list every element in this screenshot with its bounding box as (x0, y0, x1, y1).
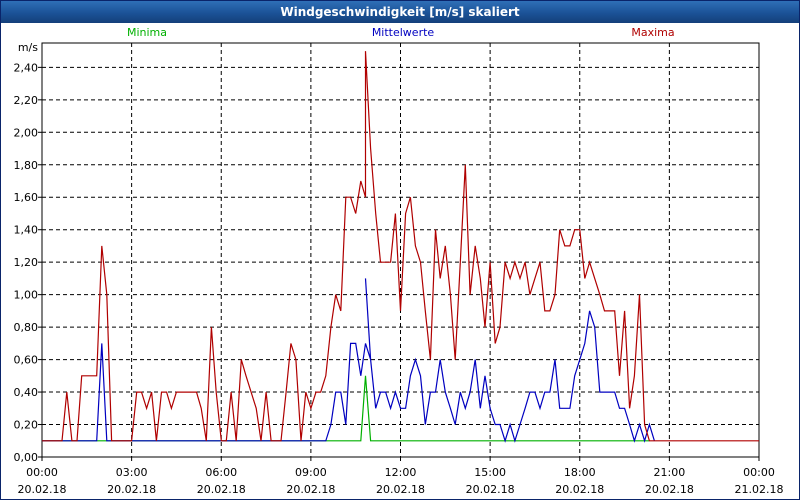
y-tick-label: 0,00 (14, 451, 39, 464)
legend-mittelwerte: Mittelwerte (372, 26, 435, 39)
legend-maxima: Maxima (631, 26, 674, 39)
x-tick-time-label: 00:00 (26, 466, 58, 479)
y-tick-label: 0,60 (14, 354, 39, 367)
x-tick-time-label: 21:00 (654, 466, 686, 479)
x-tick-date-label: 21.02.18 (735, 483, 784, 496)
series-line-maxima (42, 51, 759, 442)
x-tick-time-label: 12:00 (385, 466, 417, 479)
x-tick-date-label: 20.02.18 (466, 483, 515, 496)
x-tick-time-label: 03:00 (116, 466, 148, 479)
y-tick-label: 2,20 (14, 94, 39, 107)
series-line-mittelwerte (42, 278, 655, 443)
y-tick-label: 0,20 (14, 419, 39, 432)
x-tick-date-label: 20.02.18 (376, 483, 425, 496)
x-tick-date-label: 20.02.18 (555, 483, 604, 496)
y-tick-label: 0,80 (14, 321, 39, 334)
x-tick-date-label: 20.02.18 (645, 483, 694, 496)
y-tick-label: 1,80 (14, 159, 39, 172)
y-tick-label: 2,00 (14, 126, 39, 139)
y-tick-label: 1,00 (14, 289, 39, 302)
y-tick-label: 0,40 (14, 386, 39, 399)
y-tick-label: 2,40 (14, 61, 39, 74)
x-tick-time-label: 15:00 (474, 466, 506, 479)
y-tick-label: 1,40 (14, 224, 39, 237)
x-tick-date-label: 20.02.18 (18, 483, 67, 496)
window-title: Windgeschwindigkeit [m/s] skaliert (1, 1, 799, 23)
line-chart: 0,00 0,20 0,40 0,60 0,80 1,00 1,20 1,40 1,60 1,80… (14, 26, 784, 496)
x-tick-time-label: 18:00 (564, 466, 596, 479)
x-tick-date-label: 20.02.18 (197, 483, 246, 496)
x-tick-date-label: 20.02.18 (107, 483, 156, 496)
y-tick-label: 1,20 (14, 256, 39, 269)
x-tick-time-label: 06:00 (205, 466, 237, 479)
x-tick-time-label: 09:00 (295, 466, 327, 479)
x-tick-time-label: 00:00 (743, 466, 775, 479)
y-axis-unit-label: m/s (18, 41, 38, 54)
y-tick-label: 1,60 (14, 191, 39, 204)
legend-minima: Minima (127, 26, 167, 39)
x-tick-date-label: 20.02.18 (286, 483, 335, 496)
